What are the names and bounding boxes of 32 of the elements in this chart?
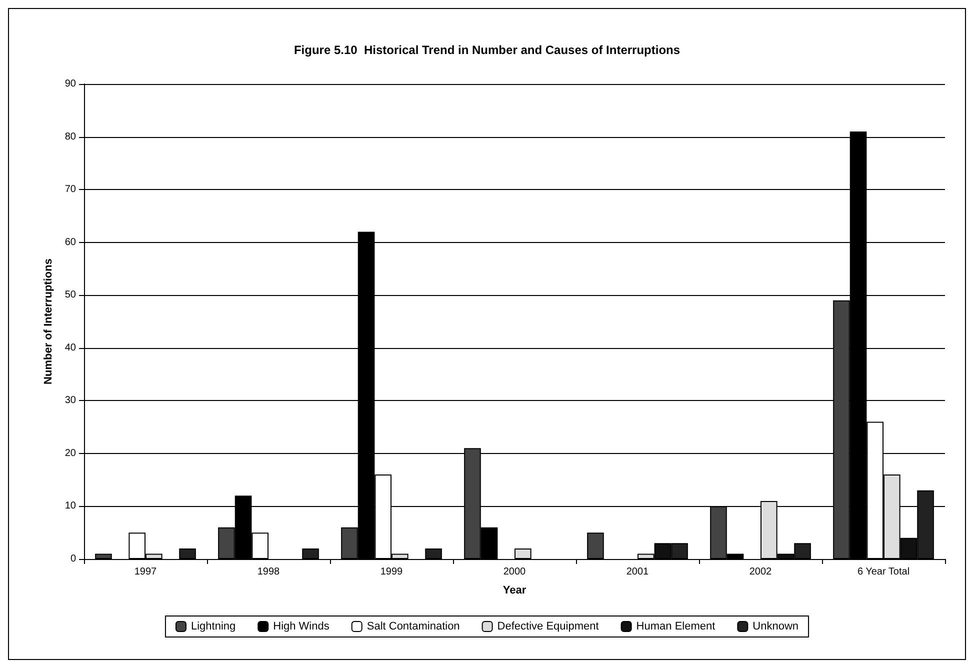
y-tick-label: 50 [64,290,76,301]
y-tick-label: 60 [64,236,76,248]
legend-label: High Winds [273,620,330,632]
bar [514,548,532,559]
x-tick-label: 1998 [257,566,280,578]
x-axis-title: Year [502,584,527,596]
legend-label: Lightning [190,620,236,632]
legend-label: Unknown [752,620,799,632]
bar [587,532,604,559]
bar [179,548,196,559]
legend-label: Human Element [636,620,716,632]
bar [302,548,319,559]
x-tick-label: 2000 [503,566,526,578]
x-tick-label: 2002 [749,566,772,578]
bar [425,548,442,559]
x-tick-label: 1999 [380,566,404,578]
bar [95,554,112,559]
y-tick-label: 80 [64,131,76,142]
x-tick-label: 2001 [626,566,650,578]
y-tick-label: 30 [64,395,76,406]
x-tick-label: 1997 [134,566,158,578]
y-axis-title: Number of Interruptions [42,258,54,384]
y-tick-label: 20 [64,448,76,459]
x-tick-label: 6 Year Total [857,566,910,578]
chart-title: Figure 5.10 Historical Trend in Number and Causes of Interruptions [294,43,680,57]
y-tick-label: 10 [64,500,76,512]
legend-label: Salt Contamination [366,620,460,632]
y-tick-label: 90 [64,78,76,90]
legend-label: Defective Equipment [497,620,599,632]
y-tick-label: 40 [64,342,76,354]
y-tick-label: 0 [70,554,76,564]
y-tick-label: 70 [64,184,76,196]
